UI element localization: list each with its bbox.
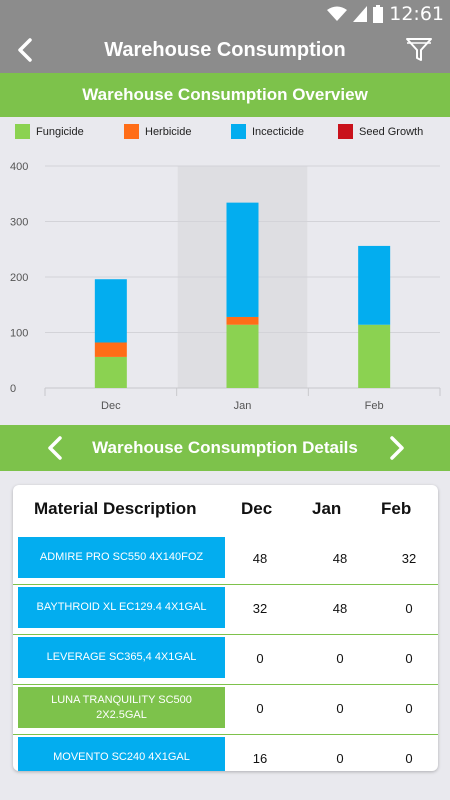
y-tick-label: 0 xyxy=(10,383,16,395)
legend-label: Herbicide xyxy=(145,125,192,138)
y-tick-label: 400 xyxy=(10,161,28,173)
status-bar: 12:61 xyxy=(0,0,450,28)
bar-segment xyxy=(358,245,391,325)
app-bar: Warehouse Consumption xyxy=(0,28,450,73)
legend-label: Fungicide xyxy=(36,125,84,138)
value-dec: 48 xyxy=(252,551,268,566)
legend-item-fungicide: Fungicide xyxy=(15,124,84,139)
x-tick-label: Feb xyxy=(365,400,384,412)
x-tick-label: Jan xyxy=(234,400,252,412)
material-label[interactable]: MOVENTO SC240 4X1GAL xyxy=(18,737,225,771)
table-row[interactable]: ADMIRE PRO SC550 4X140FOZ 48 48 32 xyxy=(13,535,438,585)
header-material: Material Description xyxy=(34,499,197,518)
details-table-card: Material Description Dec Jan Feb ADMIRE … xyxy=(13,485,438,771)
value-jan: 48 xyxy=(332,551,348,566)
chevron-left-icon[interactable] xyxy=(42,433,70,463)
table-header: Material Description Dec Jan Feb xyxy=(13,485,438,533)
value-dec: 32 xyxy=(252,601,268,616)
table-row[interactable]: LEVERAGE SC365,4 4X1GAL 0 0 0 xyxy=(13,635,438,685)
header-feb: Feb xyxy=(381,499,412,518)
legend-label: Seed Growth xyxy=(359,125,424,138)
table-row[interactable]: MOVENTO SC240 4X1GAL 16 0 0 xyxy=(13,735,438,771)
value-dec: 0 xyxy=(256,651,264,666)
bar-segment xyxy=(358,324,391,388)
legend-swatch xyxy=(231,124,246,139)
bar-segment xyxy=(94,279,127,343)
page-title: Warehouse Consumption xyxy=(104,39,346,61)
details-title: Warehouse Consumption Details xyxy=(92,438,358,457)
material-label[interactable]: ADMIRE PRO SC550 4X140FOZ xyxy=(18,537,225,578)
value-jan: 0 xyxy=(336,701,344,716)
signal-icon xyxy=(353,6,368,22)
bar-segment xyxy=(226,316,259,325)
legend-swatch xyxy=(338,124,353,139)
header-jan: Jan xyxy=(312,499,342,518)
status-time: 12:61 xyxy=(389,3,444,25)
material-label[interactable]: LUNA TRANQUILITY SC500 2X2.5GAL xyxy=(18,687,225,728)
table-row[interactable]: BAYTHROID XL EC129.4 4X1GAL 32 48 0 xyxy=(13,585,438,635)
y-tick-label: 300 xyxy=(10,217,28,229)
legend-swatch xyxy=(15,124,30,139)
bar-segment xyxy=(226,324,259,388)
bar-segment xyxy=(226,202,259,317)
header-dec: Dec xyxy=(241,499,273,518)
y-tick-label: 200 xyxy=(10,272,28,284)
value-feb: 32 xyxy=(401,551,417,566)
value-dec: 0 xyxy=(256,701,264,716)
value-dec: 16 xyxy=(252,751,268,766)
value-feb: 0 xyxy=(405,601,413,616)
value-feb: 0 xyxy=(405,701,413,716)
legend-swatch xyxy=(124,124,139,139)
legend-label: Incecticide xyxy=(252,125,304,138)
back-arrow-icon[interactable] xyxy=(8,32,44,68)
chart-legend: Fungicide Herbicide Incecticide Seed Gro… xyxy=(0,124,450,144)
bar-segment xyxy=(94,356,127,388)
value-feb: 0 xyxy=(405,751,413,766)
wifi-icon xyxy=(327,6,348,21)
material-label[interactable]: LEVERAGE SC365,4 4X1GAL xyxy=(18,637,225,678)
material-label[interactable]: BAYTHROID XL EC129.4 4X1GAL xyxy=(18,587,225,628)
battery-icon xyxy=(373,5,384,23)
value-feb: 0 xyxy=(405,651,413,666)
overview-header: Warehouse Consumption Overview xyxy=(0,73,450,117)
details-header: Warehouse Consumption Details xyxy=(0,425,450,471)
x-tick-label: Dec xyxy=(101,400,121,412)
stacked-bar-chart: 0 100 200 300 400 Dec Jan Feb xyxy=(10,161,441,412)
bar-segment xyxy=(94,342,127,357)
legend-item-seed-growth: Seed Growth xyxy=(338,124,423,139)
chevron-right-icon[interactable] xyxy=(382,433,410,463)
filter-icon[interactable] xyxy=(404,34,434,64)
y-tick-label: 100 xyxy=(10,328,28,340)
value-jan: 0 xyxy=(336,751,344,766)
legend-item-herbicide: Herbicide xyxy=(124,124,191,139)
value-jan: 48 xyxy=(332,601,348,616)
value-jan: 0 xyxy=(336,651,344,666)
table-row[interactable]: LUNA TRANQUILITY SC500 2X2.5GAL 0 0 0 xyxy=(13,685,438,735)
legend-item-incecticide: Incecticide xyxy=(231,124,304,139)
